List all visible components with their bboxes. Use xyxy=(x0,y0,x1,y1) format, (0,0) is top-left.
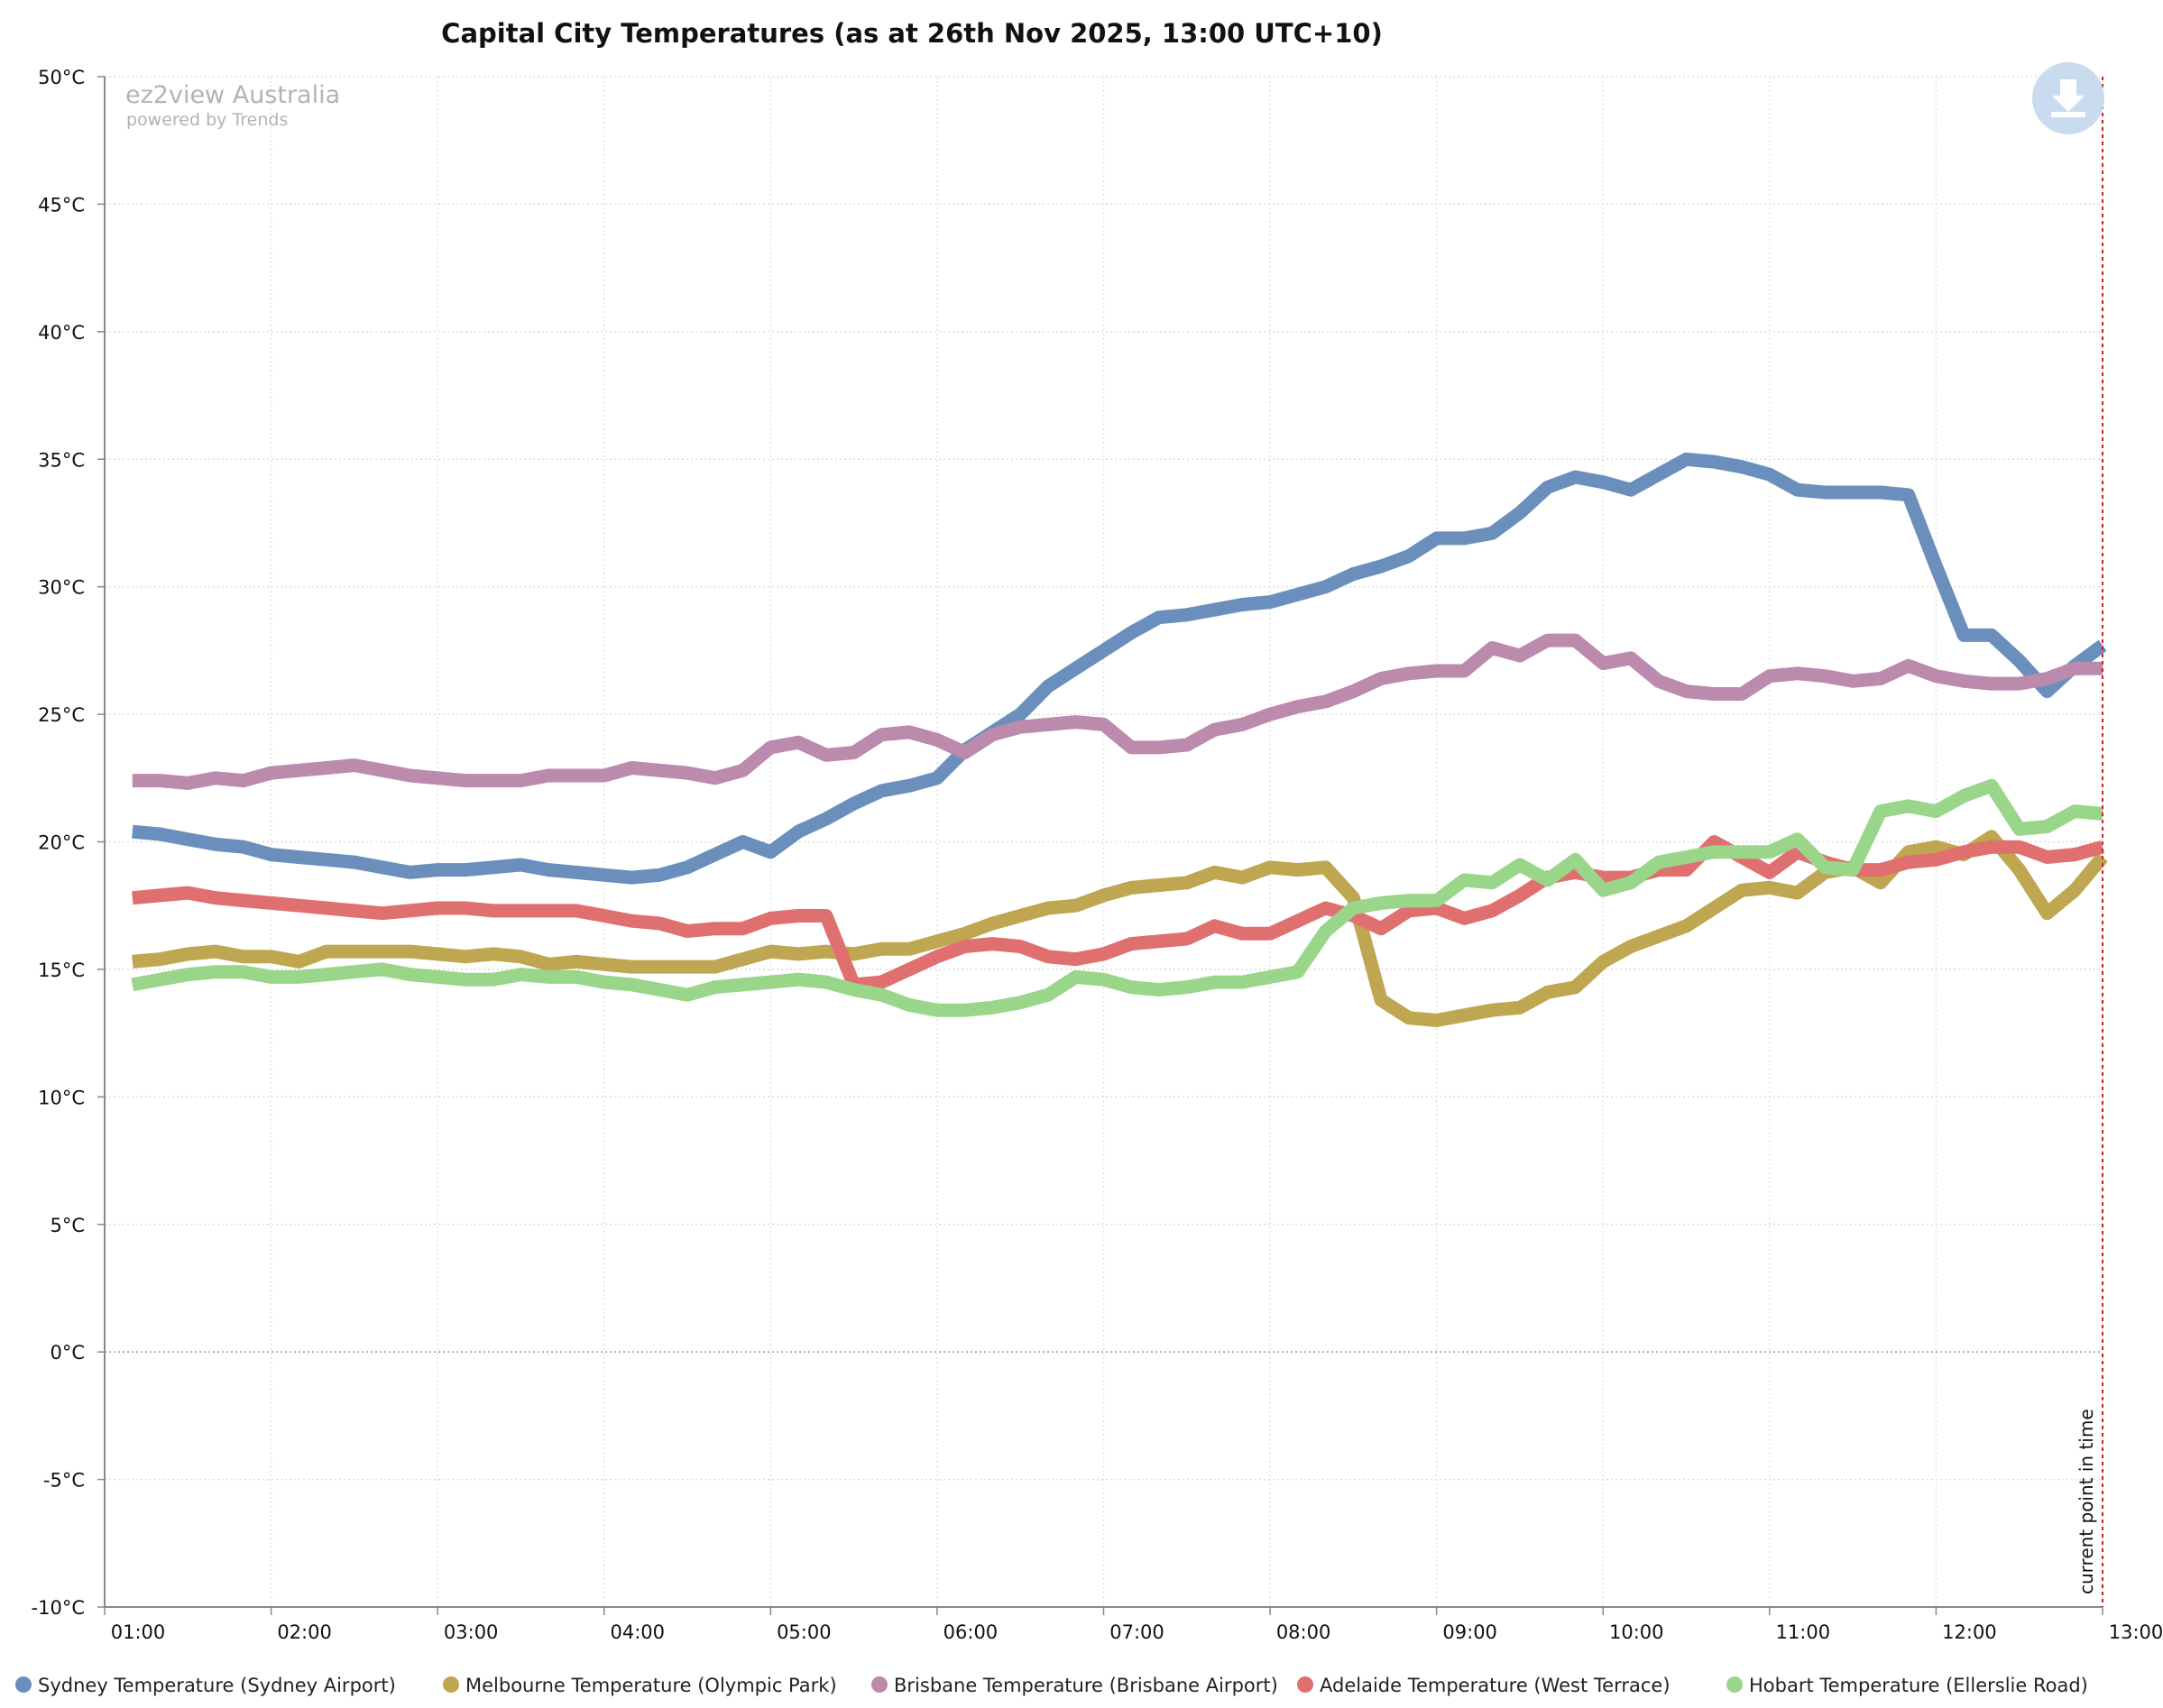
x-tick-label: 03:00 xyxy=(444,1621,499,1643)
x-axis-tick-labels: 01:00 02:00 03:00 04:00 05:00 06:00 07:00 08:00… xyxy=(111,1621,2163,1643)
x-tick-label: 12:00 xyxy=(1942,1621,1997,1643)
y-tick-label: 15°C xyxy=(38,960,85,981)
watermark-brand: ez2view Australia xyxy=(125,81,340,109)
x-tick-label: 05:00 xyxy=(777,1621,832,1643)
legend-label: Brisbane Temperature (Brisbane Airport) xyxy=(894,1675,1278,1696)
series-line-sydney xyxy=(132,452,2107,885)
y-tick-label: -5°C xyxy=(43,1470,85,1492)
legend-item-adelaide[interactable]: Adelaide Temperature (West Terrace) xyxy=(1297,1675,1671,1696)
legend-item-melbourne[interactable]: Melbourne Temperature (Olympic Park) xyxy=(443,1675,837,1696)
x-tick-label: 09:00 xyxy=(1442,1621,1497,1643)
legend-item-hobart[interactable]: Hobart Temperature (Ellerslie Road) xyxy=(1726,1675,2088,1696)
y-tick-label: -10°C xyxy=(32,1597,85,1619)
x-tick-label: 02:00 xyxy=(277,1621,332,1643)
series-line-melbourne xyxy=(132,830,2108,1027)
legend-swatch xyxy=(443,1676,459,1693)
legend-label: Melbourne Temperature (Olympic Park) xyxy=(465,1675,837,1696)
legend-swatch xyxy=(1297,1676,1313,1693)
current-time-label: current point in time xyxy=(2076,1409,2097,1594)
series-line-brisbane xyxy=(132,633,2103,790)
x-tick-label: 06:00 xyxy=(943,1621,999,1643)
download-icon xyxy=(2051,79,2085,117)
legend-item-sydney[interactable]: Sydney Temperature (Sydney Airport) xyxy=(15,1675,396,1696)
y-tick-label: 35°C xyxy=(38,449,85,471)
x-tick-label: 10:00 xyxy=(1609,1621,1664,1643)
y-tick-label: 25°C xyxy=(38,704,85,726)
legend: Sydney Temperature (Sydney Airport) Melbo… xyxy=(15,1675,2088,1696)
legend-swatch xyxy=(1726,1676,1743,1693)
y-tick-label: 45°C xyxy=(38,194,85,216)
current-time-marker: current point in time xyxy=(2076,77,2103,1607)
y-tick-label: 20°C xyxy=(38,832,85,854)
axes xyxy=(97,76,2103,1615)
y-tick-label: 50°C xyxy=(38,67,85,88)
watermark-subtitle: powered by Trends xyxy=(126,110,288,130)
y-axis-tick-labels: 50°C 45°C 40°C 35°C 30°C 25°C 20°C 15°C 10°C 5°C 0… xyxy=(32,67,85,1619)
x-tick-label: 01:00 xyxy=(111,1621,166,1643)
y-tick-label: 10°C xyxy=(38,1087,85,1108)
legend-label: Hobart Temperature (Ellerslie Road) xyxy=(1749,1675,2088,1696)
y-tick-label: 0°C xyxy=(50,1342,85,1364)
download-button[interactable] xyxy=(2032,62,2104,134)
y-tick-label: 5°C xyxy=(50,1215,85,1236)
x-tick-label: 11:00 xyxy=(1776,1621,1831,1643)
x-tick-label: 07:00 xyxy=(1109,1621,1164,1643)
chart-title: Capital City Temperatures (as at 26th No… xyxy=(441,18,1383,49)
series-line-adelaide xyxy=(132,835,2104,992)
x-tick-label: 04:00 xyxy=(610,1621,665,1643)
series-lines xyxy=(131,452,2108,1027)
x-tick-label: 08:00 xyxy=(1276,1621,1331,1643)
y-tick-label: 30°C xyxy=(38,577,85,599)
watermark: ez2view Australia powered by Trends xyxy=(125,81,340,130)
y-tick-label: 40°C xyxy=(38,322,85,344)
legend-swatch xyxy=(15,1676,32,1693)
legend-label: Sydney Temperature (Sydney Airport) xyxy=(38,1675,396,1696)
legend-swatch xyxy=(871,1676,888,1693)
series-line-hobart xyxy=(131,778,2103,1017)
legend-item-brisbane[interactable]: Brisbane Temperature (Brisbane Airport) xyxy=(871,1675,1278,1696)
x-tick-label: 13:00 xyxy=(2109,1621,2163,1643)
legend-label: Adelaide Temperature (West Terrace) xyxy=(1320,1675,1671,1696)
